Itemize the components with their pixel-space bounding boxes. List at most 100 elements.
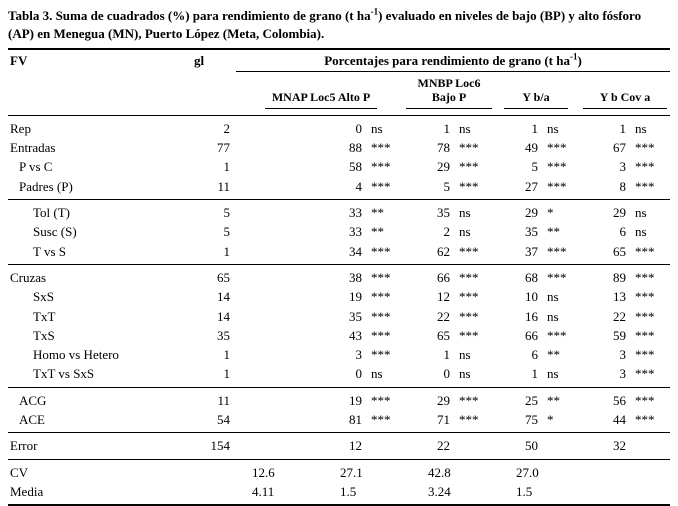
group-header-label: MNAP Loc5 Alto P: [265, 90, 377, 109]
table-row: Tol (T) 5 33 ** 35 ns 29 * 29 ns: [8, 200, 670, 223]
table-section: Cruzas 65 38 *** 66 *** 68 *** 89 *** SxS 14 19 *** 12…: [8, 264, 670, 387]
header-spacer-fv: [8, 72, 190, 116]
source-of-variation-cell: ACE: [19, 412, 45, 428]
significance-cell: ***: [547, 243, 567, 259]
significance-cell: ***: [635, 347, 655, 363]
significance-cell: *: [547, 205, 554, 221]
percentage-value-cell: 0: [355, 366, 363, 382]
significance-cell: ***: [459, 140, 479, 156]
table-row: T vs S 1 34 *** 62 *** 37 *** 65 ***: [8, 242, 670, 264]
table-section: Tol (T) 5 33 ** 35 ns 29 * 29 ns Susc (S) 5 33 ** 2 ns 3…: [8, 199, 670, 265]
percentage-value-cell: 6: [531, 347, 539, 363]
significance-cell: ***: [635, 392, 655, 408]
significance-cell: ***: [635, 243, 655, 259]
significance-cell: ns: [547, 289, 559, 305]
table-row: Susc (S) 5 33 ** 2 ns 35 ** 6 ns: [8, 223, 670, 242]
summary-value: 42.8: [428, 464, 451, 480]
degrees-of-freedom-cell: 1: [223, 347, 231, 363]
significance-cell: ns: [635, 205, 647, 221]
significance-cell: ***: [371, 269, 391, 285]
percentage-value-cell: 65: [613, 243, 626, 259]
span-header-text-end: ): [577, 53, 582, 69]
degrees-of-freedom-cell: 5: [223, 205, 231, 221]
significance-cell: ***: [635, 140, 655, 156]
percentage-value-cell: 10: [525, 289, 538, 305]
percentage-value-cell: 19: [349, 289, 362, 305]
percentage-value-cell: 16: [525, 308, 538, 324]
table-section: Error 154 12 22 50 32: [8, 432, 670, 459]
source-of-variation-cell: SxS: [33, 289, 54, 305]
source-of-variation-cell: Susc (S): [33, 224, 77, 240]
caption-text-end: ) evaluado en niveles de bajo (BP) y alt…: [8, 8, 642, 41]
percentage-value-cell: 59: [613, 327, 626, 343]
significance-cell: **: [371, 224, 384, 240]
significance-cell: ***: [371, 347, 391, 363]
percentage-value-cell: 1: [443, 347, 451, 363]
significance-cell: **: [547, 224, 560, 240]
percentage-value-cell: 22: [613, 308, 626, 324]
significance-cell: ***: [547, 269, 567, 285]
significance-cell: ns: [459, 366, 471, 382]
table-row: Padres (P) 11 4 *** 5 *** 27 *** 8 ***: [8, 177, 670, 199]
significance-cell: ***: [371, 140, 391, 156]
table-section: Rep 2 0 ns 1 ns 1 ns 1 ns Entradas 77 88 *** 78 *** 49 **…: [8, 115, 670, 199]
significance-cell: ***: [371, 392, 391, 408]
table-row: Entradas 77 88 *** 78 *** 49 *** 67 ***: [8, 139, 670, 158]
percentage-value-cell: 34: [349, 243, 362, 259]
group-header-y-b-a: Y b/a: [492, 72, 580, 116]
significance-cell: ***: [635, 159, 655, 175]
degrees-of-freedom-cell: 2: [223, 120, 231, 136]
source-of-variation-cell: T vs S: [33, 243, 66, 259]
source-of-variation-cell: Homo vs Hetero: [33, 347, 119, 363]
percentage-value-cell: 33: [349, 224, 362, 240]
percentage-value-cell: 29: [437, 159, 450, 175]
percentage-value-cell: 50: [525, 438, 538, 454]
percentage-value-cell: 56: [613, 392, 626, 408]
table-row: TxS 35 43 *** 65 *** 66 *** 59 ***: [8, 326, 670, 345]
summary-value: 4.11: [252, 483, 275, 499]
significance-cell: [626, 433, 670, 459]
percentage-value-cell: 43: [349, 327, 362, 343]
significance-cell: ***: [459, 243, 479, 259]
summary-value: 1.5: [340, 483, 357, 499]
significance-cell: ***: [371, 308, 391, 324]
table-row: SxS 14 19 *** 12 *** 10 ns 13 ***: [8, 288, 670, 307]
degrees-of-freedom-cell: 14: [217, 289, 230, 305]
significance-cell: ***: [547, 140, 567, 156]
significance-cell: ns: [547, 366, 559, 382]
percentage-value-cell: 12: [349, 438, 362, 454]
table-row: P vs C 1 58 *** 29 *** 5 *** 3 ***: [8, 158, 670, 177]
header-spacer-gl: [190, 72, 236, 116]
source-of-variation-cell: Error: [10, 438, 38, 454]
source-of-variation-cell: Padres (P): [19, 178, 73, 194]
percentage-value-cell: 71: [437, 412, 450, 428]
percentage-value-cell: 29: [437, 392, 450, 408]
percentage-value-cell: 19: [349, 392, 362, 408]
source-of-variation-cell: Rep: [10, 120, 31, 136]
significance-cell: **: [371, 205, 384, 221]
significance-cell: [362, 433, 406, 459]
significance-cell: ***: [547, 159, 567, 175]
significance-cell: ns: [635, 120, 647, 136]
table-row: Rep 2 0 ns 1 ns 1 ns 1 ns: [8, 115, 670, 138]
source-of-variation-cell: Cruzas: [10, 269, 47, 285]
table-row: ACG 11 19 *** 29 *** 25 ** 56 ***: [8, 387, 670, 410]
percentage-value-cell: 38: [349, 269, 362, 285]
significance-cell: ***: [635, 178, 655, 194]
summary-values-cell: 12.6 27.1 42.8 27.0: [236, 459, 670, 482]
percentage-value-cell: 68: [525, 269, 538, 285]
significance-cell: [538, 433, 580, 459]
percentage-value-cell: 0: [443, 366, 451, 382]
group-header-label: Y b Cov a: [583, 90, 667, 109]
percentage-value-cell: 1: [531, 120, 539, 136]
significance-cell: ns: [547, 120, 559, 136]
significance-cell: *: [547, 412, 554, 428]
summary-value: 27.0: [516, 464, 539, 480]
percentage-value-cell: 35: [525, 224, 538, 240]
source-of-variation-cell: Tol (T): [33, 205, 70, 221]
percentage-value-cell: 3: [619, 159, 627, 175]
significance-cell: ***: [459, 327, 479, 343]
degrees-of-freedom-cell: 154: [210, 438, 231, 454]
caption-text-start: Tabla 3. Suma de cuadrados (%) para rend…: [8, 8, 371, 23]
significance-cell: ns: [371, 120, 383, 136]
